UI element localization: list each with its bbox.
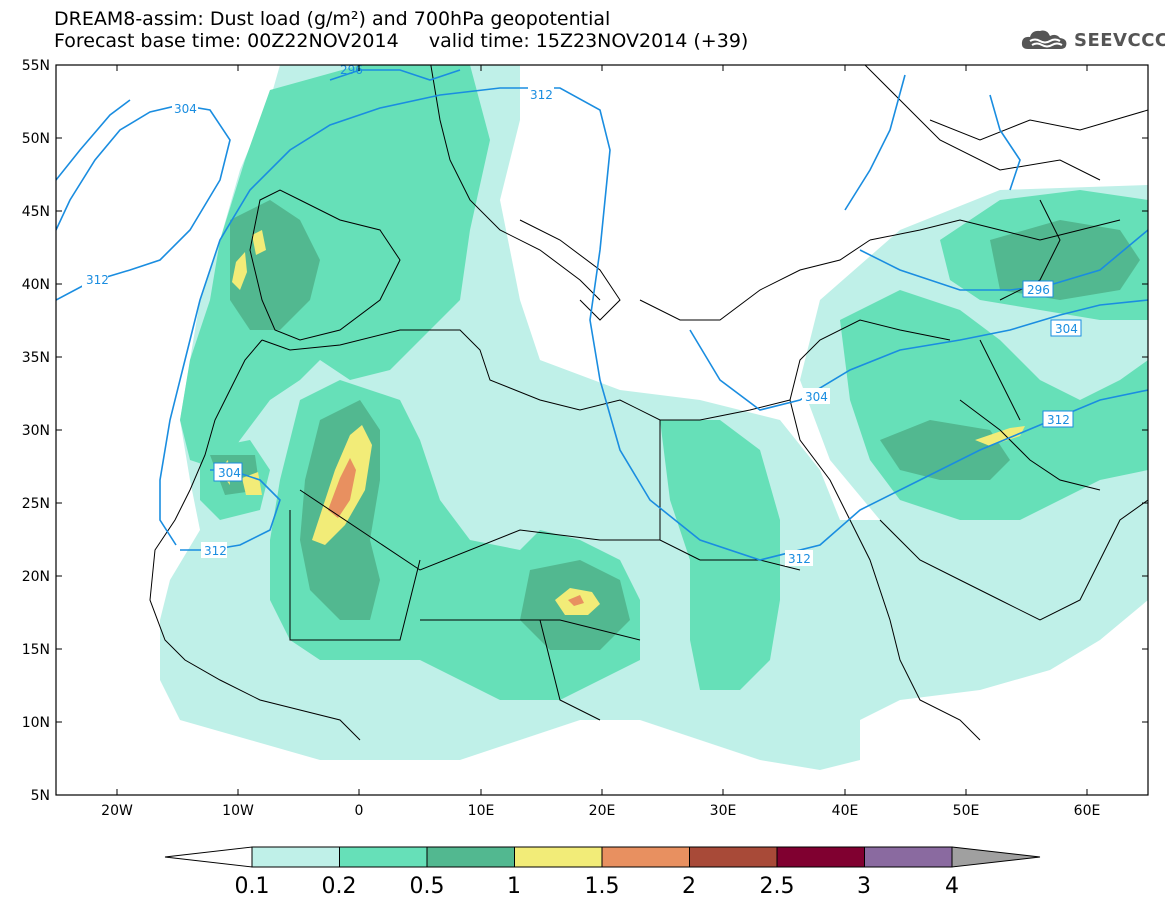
colorbar-label: 3 xyxy=(857,874,871,899)
contour-label: 304 xyxy=(1055,322,1078,336)
colorbar-segment xyxy=(251,846,340,868)
lon-tick-label: 20E xyxy=(589,803,616,819)
colorbar-segment xyxy=(514,846,603,868)
lon-tick-label: 50E xyxy=(953,803,980,819)
contour-label: 312 xyxy=(530,88,553,102)
chart-title: DREAM8-assim: Dust load (g/m²) and 700hP… xyxy=(54,8,611,30)
lat-tick-label: 35N xyxy=(22,350,50,366)
lat-tick-label: 15N xyxy=(22,642,50,658)
logo-text: SEEVCCC xyxy=(1074,29,1165,51)
colorbar-segment xyxy=(864,846,953,868)
contour-label: 296 xyxy=(1027,283,1050,297)
contour-label: 312 xyxy=(788,552,811,566)
contour-label: 304 xyxy=(174,102,197,116)
colorbar-label: 2.5 xyxy=(760,874,795,899)
colorbar-label: 0.2 xyxy=(322,874,357,899)
seevccc-logo: SEEVCCC xyxy=(1020,27,1165,53)
lon-tick-label: 10E xyxy=(468,803,495,819)
colorbar-segment xyxy=(339,846,428,868)
colorbar-label: 0.5 xyxy=(410,874,445,899)
lat-tick-label: 55N xyxy=(22,58,50,74)
lat-tick-label: 30N xyxy=(22,423,50,439)
contour-label: 304 xyxy=(218,466,241,480)
colorbar-segment xyxy=(426,846,515,868)
coastlines xyxy=(149,65,1148,741)
lat-tick-label: 40N xyxy=(22,277,50,293)
colorbar: 0.1 0.2 0.5 1 1.5 2 2.5 3 4 xyxy=(164,846,1041,899)
contour-label: 312 xyxy=(204,544,227,558)
contour-label: 312 xyxy=(86,273,109,287)
lat-tick-label: 25N xyxy=(22,496,50,512)
lat-tick-label: 45N xyxy=(22,204,50,220)
colorbar-label: 1 xyxy=(507,874,521,899)
lon-tick-label: 0 xyxy=(355,803,364,819)
lon-tick-label: 10W xyxy=(222,803,254,819)
colorbar-extend-high xyxy=(951,846,1041,868)
colorbar-segment xyxy=(601,846,690,868)
lon-tick-label: 60E xyxy=(1074,803,1101,819)
lat-tick-label: 5N xyxy=(31,788,50,804)
lat-tick-label: 10N xyxy=(22,715,50,731)
contour-label: 312 xyxy=(1047,413,1070,427)
latitude-axis: 5N 10N 15N 20N 25N 30N 35N 40N 45N 50N 5… xyxy=(22,58,1148,804)
colorbar-label: 2 xyxy=(682,874,696,899)
contour-label: 304 xyxy=(805,390,828,404)
lon-tick-label: 40E xyxy=(832,803,859,819)
lat-tick-label: 50N xyxy=(22,131,50,147)
lon-tick-label: 30E xyxy=(710,803,737,819)
cloud-icon xyxy=(1021,30,1067,49)
colorbar-segment xyxy=(689,846,778,868)
colorbar-segment xyxy=(776,846,865,868)
lat-tick-label: 20N xyxy=(22,569,50,585)
lon-tick-label: 20W xyxy=(101,803,133,819)
colorbar-extend-low xyxy=(164,846,253,868)
forecast-time-subtitle: Forecast base time: 00Z22NOV2014 valid t… xyxy=(54,30,749,52)
colorbar-label: 0.1 xyxy=(235,874,270,899)
colorbar-label: 4 xyxy=(945,874,959,899)
contour-label: 296 xyxy=(340,63,363,77)
colorbar-label: 1.5 xyxy=(585,874,620,899)
contour-labels: 304 312 312 304 312 304 312 312 304 296 … xyxy=(82,63,1082,566)
longitude-axis: 20W 10W 0 10E 20E 30E 40E 50E 60E xyxy=(101,65,1100,819)
